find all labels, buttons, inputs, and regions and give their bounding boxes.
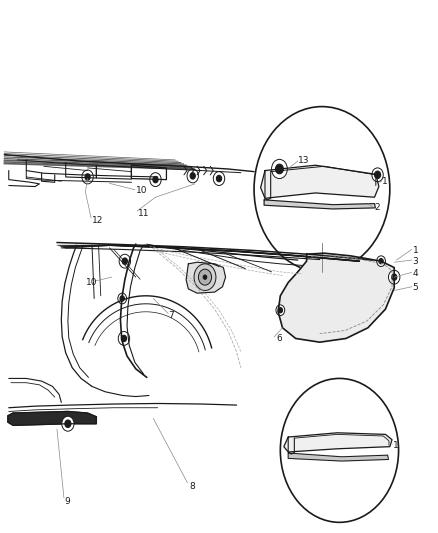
Circle shape: [82, 170, 93, 184]
Circle shape: [198, 269, 212, 285]
Circle shape: [118, 332, 130, 345]
Circle shape: [278, 308, 283, 313]
Circle shape: [65, 420, 71, 427]
Polygon shape: [8, 411, 96, 425]
Circle shape: [119, 254, 131, 268]
Circle shape: [372, 168, 383, 182]
Polygon shape: [261, 165, 379, 198]
Text: 6: 6: [276, 334, 282, 343]
Circle shape: [118, 293, 127, 304]
Circle shape: [121, 335, 127, 342]
Circle shape: [150, 173, 161, 187]
Circle shape: [272, 159, 287, 179]
Circle shape: [194, 264, 216, 290]
Polygon shape: [186, 262, 226, 293]
Circle shape: [203, 275, 207, 279]
Text: 1: 1: [393, 441, 399, 449]
Circle shape: [122, 258, 127, 264]
Text: 9: 9: [65, 497, 71, 505]
Circle shape: [276, 305, 285, 316]
Text: 11: 11: [138, 209, 149, 217]
Text: 4: 4: [413, 269, 418, 278]
Circle shape: [392, 274, 397, 280]
Circle shape: [389, 270, 400, 284]
Text: 8: 8: [189, 482, 195, 490]
Circle shape: [190, 173, 195, 179]
Polygon shape: [264, 200, 375, 209]
Text: 2: 2: [374, 204, 380, 212]
Text: 3: 3: [413, 257, 418, 265]
Polygon shape: [288, 453, 389, 461]
Text: 10: 10: [86, 278, 98, 287]
Text: 12: 12: [92, 216, 103, 224]
Circle shape: [213, 172, 225, 185]
Circle shape: [62, 416, 74, 431]
Circle shape: [153, 176, 158, 183]
Text: 1: 1: [413, 246, 418, 255]
Text: 13: 13: [298, 157, 309, 165]
Circle shape: [280, 378, 399, 522]
Circle shape: [374, 171, 381, 179]
Circle shape: [254, 107, 390, 272]
Circle shape: [216, 175, 222, 182]
Text: 10: 10: [136, 187, 147, 195]
Text: 1: 1: [382, 177, 388, 185]
Text: 7: 7: [169, 311, 174, 320]
Circle shape: [377, 256, 385, 266]
Circle shape: [187, 169, 198, 183]
Polygon shape: [284, 433, 392, 452]
Polygon shape: [278, 253, 394, 342]
Circle shape: [85, 174, 90, 180]
Circle shape: [379, 259, 383, 264]
Circle shape: [276, 164, 283, 174]
Text: 5: 5: [413, 284, 418, 292]
Circle shape: [120, 296, 124, 301]
